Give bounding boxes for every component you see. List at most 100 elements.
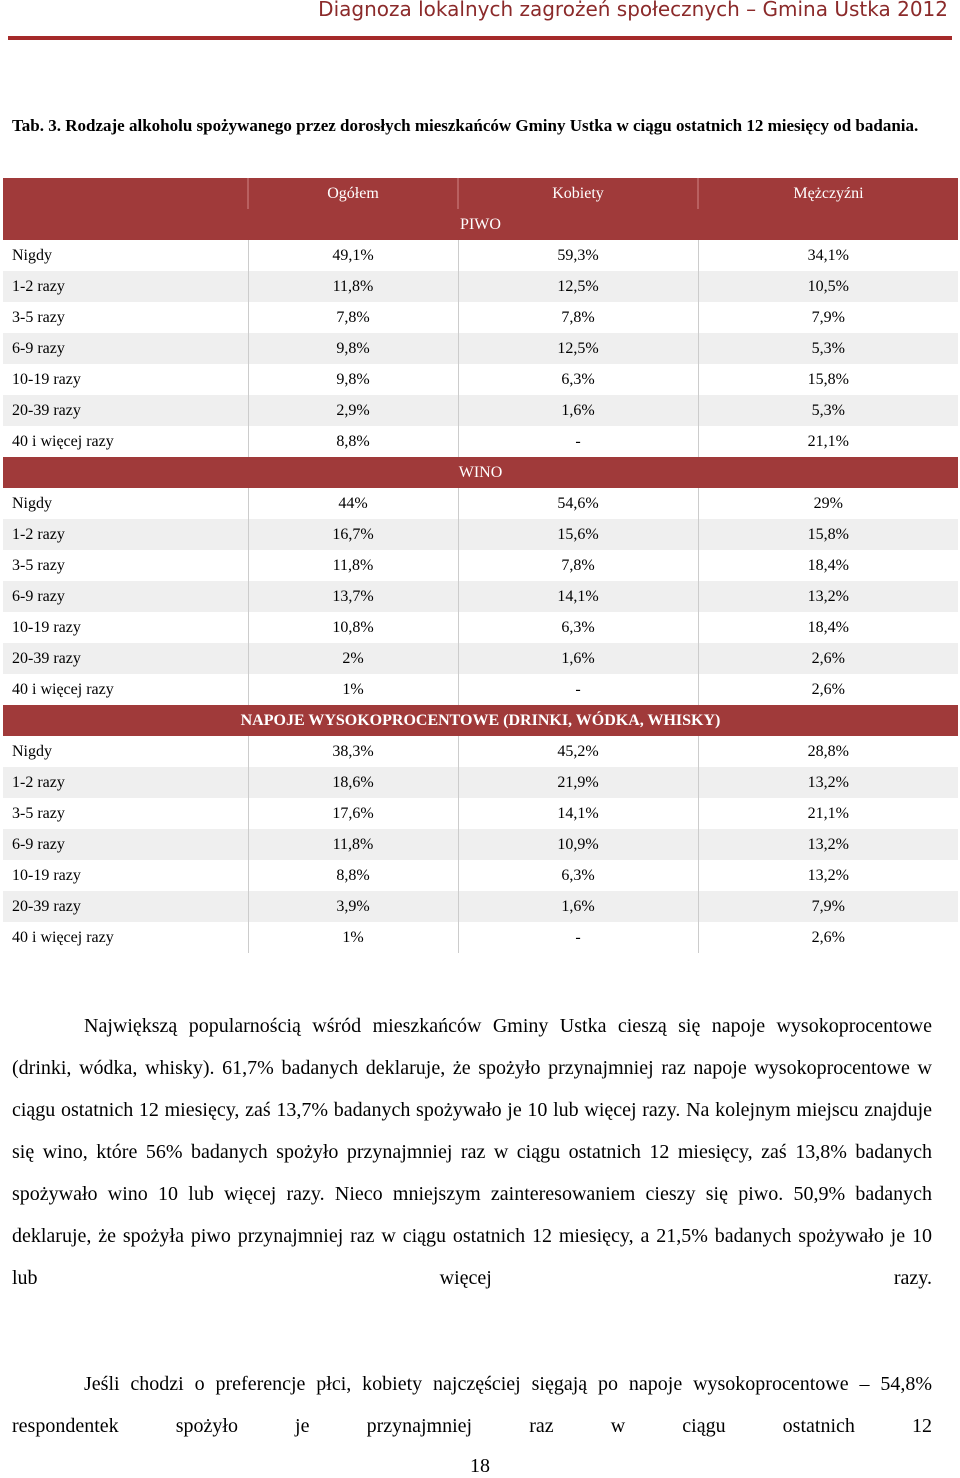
table-row: Nigdy 44% 54,6% 29% xyxy=(3,488,958,519)
row-label: 40 i więcej razy xyxy=(3,426,248,457)
table-row: 20-39 razy 3,9% 1,6% 7,9% xyxy=(3,891,958,922)
row-label: 1-2 razy xyxy=(3,271,248,302)
value-cell: 14,1% xyxy=(457,581,698,612)
value-cell: 34,1% xyxy=(697,240,958,271)
paragraph-gender: Jeśli chodzi o preferencje płci, kobiety… xyxy=(12,1373,932,1437)
value-cell: 15,8% xyxy=(697,519,958,550)
value-cell: 1,6% xyxy=(457,643,698,674)
value-cell: 11,8% xyxy=(247,550,458,581)
value-cell: 18,4% xyxy=(697,550,958,581)
row-label: 3-5 razy xyxy=(3,550,248,581)
value-cell: - xyxy=(457,426,698,457)
table-row: 40 i więcej razy 1% -2,6% xyxy=(3,674,958,705)
row-label: Nigdy xyxy=(3,488,248,519)
value-cell: 21,9% xyxy=(457,767,698,798)
row-label: 40 i więcej razy xyxy=(3,674,248,705)
value-cell: 12,5% xyxy=(457,333,698,364)
table-row: 1-2 razy 18,6% 21,9% 13,2% xyxy=(3,767,958,798)
value-cell: 6,3% xyxy=(457,364,698,395)
row-label: 1-2 razy xyxy=(3,519,248,550)
column-header: Mężczyźni xyxy=(697,178,958,209)
page-header: Diagnoza lokalnych zagrożeń społecznych … xyxy=(0,0,960,44)
value-cell: 2,6% xyxy=(697,643,958,674)
table-row: 3-5 razy 11,8% 7,8% 18,4% xyxy=(3,550,958,581)
table-row: 10-19 razy 8,8% 6,3% 13,2% xyxy=(3,860,958,891)
value-cell: 13,2% xyxy=(697,860,958,891)
alcohol-table: Ogółem Kobiety Mężczyźni PIWO Nigdy 49,1% 59,3… xyxy=(3,178,958,953)
value-cell: 16,7% xyxy=(247,519,458,550)
value-cell: 2,6% xyxy=(697,922,958,953)
row-label: 3-5 razy xyxy=(3,302,248,333)
header-divider xyxy=(8,36,952,40)
section-title: NAPOJE WYSOKOPROCENTOWE (DRINKI, WÓDKA, … xyxy=(3,705,958,736)
table-header-row: Ogółem Kobiety Mężczyźni xyxy=(3,178,958,209)
value-cell: 59,3% xyxy=(457,240,698,271)
table-row: Nigdy 38,3% 45,2% 28,8% xyxy=(3,736,958,767)
table-caption: Tab. 3. Rodzaje alkoholu spożywanego prz… xyxy=(12,116,919,135)
row-label: 6-9 razy xyxy=(3,829,248,860)
value-cell: 9,8% xyxy=(247,364,458,395)
value-cell: - xyxy=(457,674,698,705)
table-row: 1-2 razy 11,8% 12,5% 10,5% xyxy=(3,271,958,302)
value-cell: 54,6% xyxy=(457,488,698,519)
section-title: WINO xyxy=(3,457,958,488)
value-cell: 2% xyxy=(247,643,458,674)
value-cell: 18,4% xyxy=(697,612,958,643)
value-cell: 7,8% xyxy=(247,302,458,333)
table-row: 20-39 razy 2% 1,6% 2,6% xyxy=(3,643,958,674)
value-cell: 7,8% xyxy=(457,550,698,581)
table-row: Nigdy 49,1% 59,3% 34,1% xyxy=(3,240,958,271)
table-row: 10-19 razy 10,8% 6,3% 18,4% xyxy=(3,612,958,643)
value-cell: 11,8% xyxy=(247,271,458,302)
table-row: 10-19 razy 9,8% 6,3% 15,8% xyxy=(3,364,958,395)
value-cell: 28,8% xyxy=(697,736,958,767)
value-cell: 1% xyxy=(247,674,458,705)
value-cell: 10,8% xyxy=(247,612,458,643)
row-label: 6-9 razy xyxy=(3,333,248,364)
row-label: 10-19 razy xyxy=(3,612,248,643)
row-label: 20-39 razy xyxy=(3,643,248,674)
row-label: 3-5 razy xyxy=(3,798,248,829)
header-empty-cell xyxy=(3,178,248,209)
value-cell: 15,8% xyxy=(697,364,958,395)
value-cell: 29% xyxy=(697,488,958,519)
value-cell: 1% xyxy=(247,922,458,953)
column-header: Ogółem xyxy=(247,178,458,209)
row-label: Nigdy xyxy=(3,736,248,767)
row-label: 10-19 razy xyxy=(3,364,248,395)
column-header: Kobiety xyxy=(457,178,698,209)
row-label: 6-9 razy xyxy=(3,581,248,612)
value-cell: 15,6% xyxy=(457,519,698,550)
value-cell: 7,9% xyxy=(697,891,958,922)
value-cell: 1,6% xyxy=(457,395,698,426)
value-cell: 11,8% xyxy=(247,829,458,860)
table-row: 6-9 razy 11,8% 10,9% 13,2% xyxy=(3,829,958,860)
value-cell: 6,3% xyxy=(457,612,698,643)
table-row: 1-2 razy 16,7% 15,6% 15,8% xyxy=(3,519,958,550)
value-cell: 49,1% xyxy=(247,240,458,271)
value-cell: - xyxy=(457,922,698,953)
table-row: 40 i więcej razy 8,8% -21,1% xyxy=(3,426,958,457)
value-cell: 9,8% xyxy=(247,333,458,364)
value-cell: 21,1% xyxy=(697,426,958,457)
value-cell: 13,2% xyxy=(697,767,958,798)
row-label: 1-2 razy xyxy=(3,767,248,798)
value-cell: 44% xyxy=(247,488,458,519)
value-cell: 3,9% xyxy=(247,891,458,922)
value-cell: 6,3% xyxy=(457,860,698,891)
table-row: 6-9 razy 13,7% 14,1% 13,2% xyxy=(3,581,958,612)
section-header-row: WINO xyxy=(3,457,958,488)
value-cell: 2,9% xyxy=(247,395,458,426)
table-row: 6-9 razy 9,8% 12,5% 5,3% xyxy=(3,333,958,364)
value-cell: 13,2% xyxy=(697,829,958,860)
table-row: 3-5 razy 7,8% 7,8% 7,9% xyxy=(3,302,958,333)
value-cell: 8,8% xyxy=(247,860,458,891)
header-title: Diagnoza lokalnych zagrożeń społecznych … xyxy=(318,0,948,21)
row-label: 20-39 razy xyxy=(3,891,248,922)
value-cell: 1,6% xyxy=(457,891,698,922)
row-label: 40 i więcej razy xyxy=(3,922,248,953)
value-cell: 7,8% xyxy=(457,302,698,333)
value-cell: 45,2% xyxy=(457,736,698,767)
section-title: PIWO xyxy=(3,209,958,240)
table-row: 40 i więcej razy 1% -2,6% xyxy=(3,922,958,953)
